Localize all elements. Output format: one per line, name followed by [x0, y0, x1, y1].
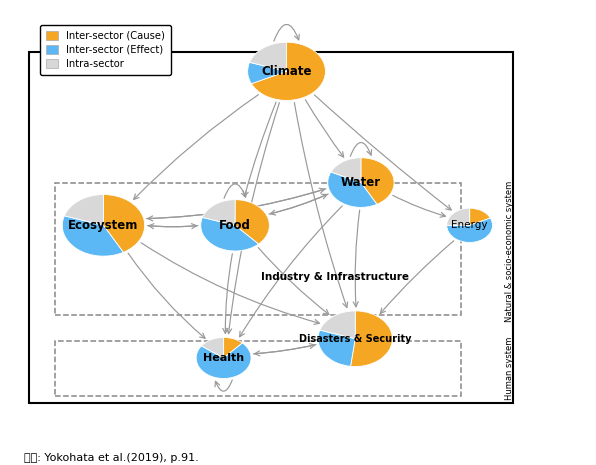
Wedge shape — [320, 311, 355, 339]
Text: Human system: Human system — [505, 337, 514, 400]
Text: Ecosystem: Ecosystem — [69, 219, 139, 232]
Bar — [55, 183, 461, 315]
Wedge shape — [318, 330, 355, 366]
FancyArrowPatch shape — [274, 24, 299, 41]
FancyArrowPatch shape — [224, 184, 246, 199]
FancyArrowPatch shape — [377, 330, 388, 347]
Text: Water: Water — [341, 176, 381, 189]
Wedge shape — [470, 208, 491, 226]
FancyArrowPatch shape — [215, 380, 232, 391]
Wedge shape — [203, 199, 235, 226]
Wedge shape — [447, 208, 470, 226]
FancyArrowPatch shape — [482, 220, 489, 230]
Wedge shape — [201, 218, 259, 251]
Wedge shape — [350, 311, 392, 366]
Wedge shape — [248, 62, 287, 84]
Wedge shape — [252, 42, 325, 100]
Wedge shape — [447, 218, 492, 242]
Wedge shape — [331, 158, 361, 183]
Wedge shape — [235, 199, 269, 244]
Wedge shape — [64, 194, 104, 226]
FancyArrowPatch shape — [67, 216, 80, 235]
Wedge shape — [224, 338, 243, 358]
Text: Disasters & Security: Disasters & Security — [299, 334, 411, 344]
FancyArrowPatch shape — [350, 142, 372, 156]
Wedge shape — [250, 42, 287, 71]
Text: Food: Food — [219, 219, 251, 232]
Bar — [29, 52, 513, 403]
Wedge shape — [196, 343, 251, 379]
Text: Energy: Energy — [451, 220, 488, 230]
Wedge shape — [361, 158, 394, 204]
Wedge shape — [328, 172, 377, 207]
Bar — [55, 341, 461, 397]
Text: 자료: Yokohata et al.(2019), p.91.: 자료: Yokohata et al.(2019), p.91. — [24, 452, 198, 463]
Text: Climate: Climate — [261, 65, 312, 78]
Wedge shape — [201, 338, 224, 358]
Legend: Inter-sector (Cause), Inter-sector (Effect), Intra-sector: Inter-sector (Cause), Inter-sector (Effe… — [40, 25, 170, 75]
Text: Health: Health — [203, 353, 244, 363]
Wedge shape — [104, 194, 145, 252]
Wedge shape — [62, 216, 123, 256]
Text: Natural & socio-economic system: Natural & socio-economic system — [505, 180, 514, 322]
Text: Industry & Infrastructure: Industry & Infrastructure — [261, 272, 409, 282]
